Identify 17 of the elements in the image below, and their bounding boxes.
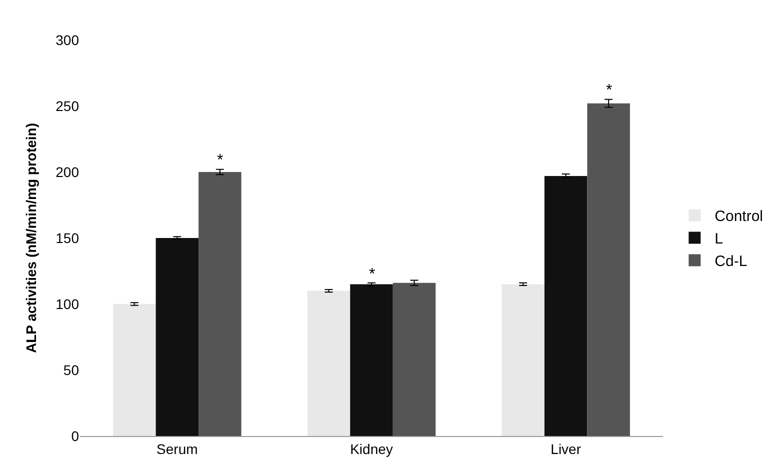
legend-label: Cd-L xyxy=(714,253,748,270)
y-tick-label: 250 xyxy=(56,98,80,114)
y-tick-label: 200 xyxy=(56,164,80,180)
x-tick-label: Kidney xyxy=(350,440,393,457)
annotation: * xyxy=(606,82,612,99)
y-axis-title: ALP activities (nM/min/mg protein) xyxy=(23,123,40,353)
x-tick-label: Serum xyxy=(156,440,198,457)
annotation: * xyxy=(369,266,376,283)
legend-label: Control xyxy=(714,208,764,226)
x-tick-label: Liver xyxy=(550,440,582,457)
legend-label: L xyxy=(714,230,724,248)
y-tick-label: 100 xyxy=(56,296,80,312)
y-tick-label: 0 xyxy=(71,428,80,444)
annotation: * xyxy=(217,152,224,169)
y-tick-label: 300 xyxy=(56,32,80,48)
y-tick-label: 50 xyxy=(63,362,80,378)
y-tick-label: 150 xyxy=(56,230,80,246)
